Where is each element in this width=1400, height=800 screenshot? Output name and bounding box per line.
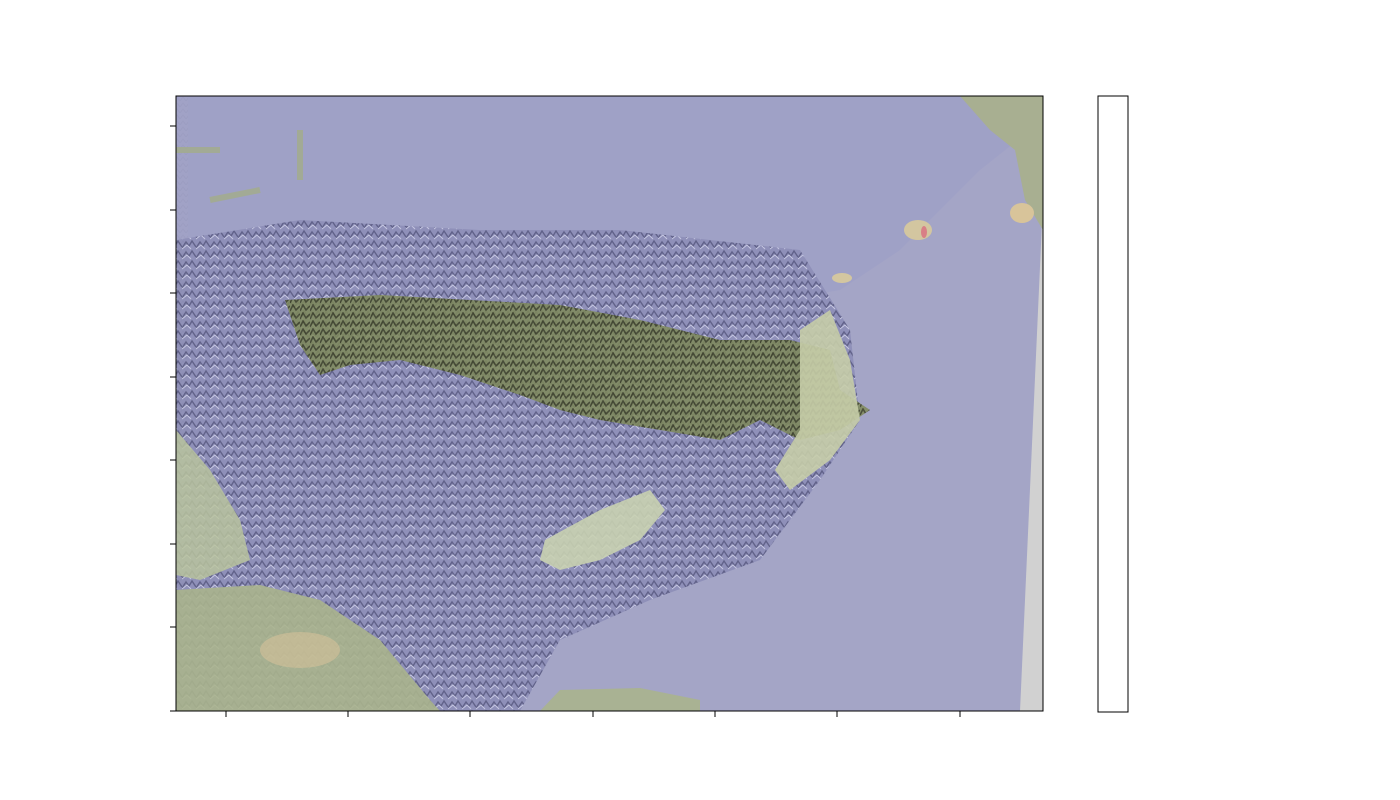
island-small [832, 273, 852, 283]
corsica-island [904, 220, 932, 240]
east-hills-zone [775, 310, 860, 490]
y-axis [170, 125, 176, 712]
north-patches [176, 130, 303, 203]
northeast-highlight [1010, 203, 1034, 223]
southwest-highlight [260, 632, 340, 668]
corsica-peak [921, 226, 927, 238]
belltall-zone [540, 490, 665, 570]
west-plateau-zone [176, 430, 250, 580]
map-frame [175, 95, 1044, 712]
map-area [176, 96, 1043, 711]
northeast-coast-zone [960, 96, 1043, 230]
south-coast-zone [540, 688, 700, 711]
colorbar-frame [1097, 95, 1129, 713]
x-axis [225, 711, 961, 717]
north-basin [176, 96, 1043, 300]
pyrenees-zone [285, 295, 870, 440]
colorbar [1097, 95, 1129, 713]
